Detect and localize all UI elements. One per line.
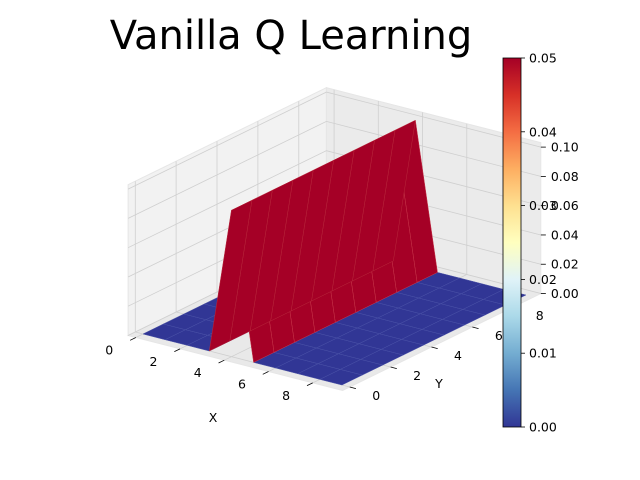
z-axis: 0.00 0.02 0.04 0.06 0.08 0.10 [540,140,579,301]
y-tick-mark [349,386,357,389]
y-tick-label: 0 [372,388,380,403]
x-tick-label: 6 [238,377,246,392]
colorbar [502,57,522,428]
colorbar-tick-label: 0.00 [529,420,557,435]
z-tick-label: 0.10 [551,140,579,155]
x-tick-mark [174,348,181,352]
x-tick-label: 8 [282,388,290,403]
z-tick-label: 0.00 [551,286,579,301]
y-tick-label: 8 [536,308,544,323]
x-tick-mark [262,371,269,375]
gridline-z [127,120,541,219]
y-tick-label: 6 [495,328,503,343]
colorbar-tick-label: 0.03 [529,198,557,213]
surface-plot [142,119,527,386]
z-tick-label: 0.08 [551,169,579,184]
x-axis-label: X [209,410,218,425]
chart-title: Vanilla Q Learning [110,13,473,59]
x-tick-mark [129,337,137,341]
y-tick-mark [390,366,397,369]
x-tick-label: 0 [105,343,113,358]
surface-patch-ridge-front [208,199,253,352]
y-axis-label: Y [434,376,443,391]
y-tick-label: 2 [413,368,421,383]
colorbar-ticks: 0.00 0.01 0.02 0.03 0.04 0.05 [521,51,557,435]
y-tick-mark [431,346,438,349]
y-tick-mark [472,326,479,329]
colorbar-tick-label: 0.05 [529,51,557,66]
colorbar-tick-label: 0.01 [529,346,557,361]
colorbar-tick-label: 0.02 [529,272,557,287]
z-tick-label: 0.02 [551,257,579,272]
z-tick-label: 0.04 [551,227,579,242]
x-tick-mark [306,382,313,387]
colorbar-tick-label: 0.04 [529,124,557,139]
x-tick-label: 4 [194,365,202,380]
y-tick-label: 4 [454,348,462,363]
z-tick-label: 0.06 [551,198,579,213]
x-tick-label: 2 [150,354,158,369]
gridline-z [127,91,541,190]
gridline-z [127,150,541,249]
x-tick-mark [218,359,225,364]
x-axis: 0 2 4 6 8 [105,337,313,403]
